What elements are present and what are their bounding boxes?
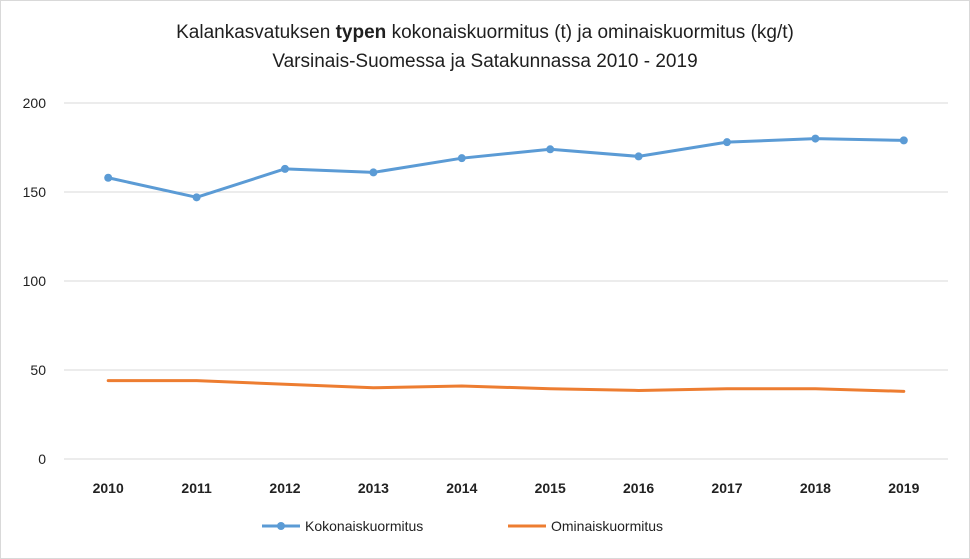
x-tick-label: 2011 — [181, 480, 212, 496]
y-tick-label: 0 — [38, 451, 46, 467]
data-point — [634, 152, 643, 161]
gridlines — [64, 102, 948, 460]
title-bold: typen — [335, 22, 387, 43]
series-group — [104, 134, 908, 393]
x-axis-ticks: 2010 2011 2012 2013 2014 2015 2016 2017 2018 2019 — [93, 480, 920, 496]
x-tick-label: 2016 — [623, 480, 654, 496]
data-point — [369, 168, 378, 177]
legend-label-2: Ominaiskuormitus — [551, 518, 663, 534]
title-pre: Kalankasvatuksen — [176, 22, 336, 43]
legend-label-1: Kokonaiskuormitus — [305, 518, 423, 534]
data-point — [899, 136, 908, 145]
chart-title-line-2: Varsinais-Suomessa ja Satakunnassa 2010 … — [272, 51, 698, 72]
data-point — [811, 134, 820, 143]
legend: Kokonaiskuormitus Ominaiskuormitus — [262, 518, 663, 534]
y-tick-label: 200 — [23, 95, 47, 111]
x-tick-label: 2015 — [535, 480, 566, 496]
series-line-1 — [106, 137, 906, 199]
x-tick-label: 2017 — [711, 480, 742, 496]
data-point — [192, 193, 201, 202]
y-tick-label: 100 — [23, 273, 47, 289]
legend-marker — [277, 522, 285, 530]
chart-title-line-1: Kalankasvatuksen typen kokonaiskuormitus… — [0, 18, 970, 47]
data-point — [457, 154, 466, 163]
x-tick-label: 2013 — [358, 480, 389, 496]
x-tick-label: 2018 — [800, 480, 831, 496]
series-line-2 — [106, 379, 906, 393]
x-tick-label: 2010 — [93, 480, 124, 496]
x-tick-label: 2014 — [446, 480, 477, 496]
data-point — [546, 145, 555, 154]
y-axis-ticks: 0 50 100 150 200 — [23, 95, 47, 467]
chart-title: Kalankasvatuksen typen kokonaiskuormitus… — [0, 18, 970, 76]
data-point — [281, 164, 289, 173]
title-post: kokonaiskuormitus (t) ja ominaiskuormitu… — [386, 22, 794, 43]
y-tick-label: 150 — [23, 184, 47, 200]
x-tick-label: 2012 — [269, 480, 300, 496]
data-point — [723, 138, 731, 147]
x-tick-label: 2019 — [888, 480, 919, 496]
data-point — [104, 173, 113, 182]
y-tick-label: 50 — [30, 362, 46, 378]
